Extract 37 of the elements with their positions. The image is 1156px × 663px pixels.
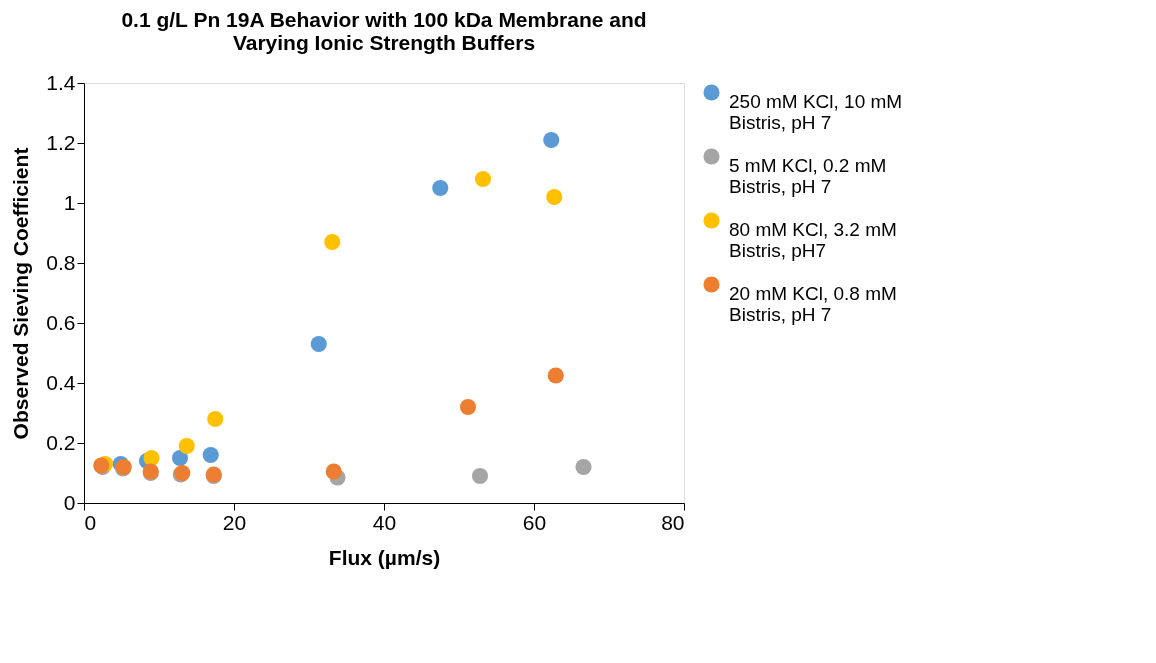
point [543, 131, 560, 149]
y-tick-label: 1.2 [46, 130, 76, 154]
x-tick-label: 40 [372, 510, 397, 534]
point [171, 449, 189, 467]
y-tick-label: 0.6 [46, 310, 76, 334]
text: 0.1 g/L Pn 19A Behavior with 100 kDa Membrane and [121, 8, 647, 31]
x-axis-title: Flux (µm/s) [328, 545, 441, 569]
text: Varying Ionic Strength Buffers [232, 31, 536, 54]
legend-label: 20 mM KCl, 0.8 mM Bistris, pH 7 [729, 282, 897, 325]
point [459, 398, 477, 416]
x-tick-label: 80 [661, 510, 685, 534]
legend-label: 5 mM KCl, 0.2 mM Bistris, pH 7 [729, 154, 887, 197]
y-tick-label: 0 [63, 490, 76, 514]
point [310, 335, 327, 353]
point [546, 188, 563, 206]
point [547, 367, 564, 384]
point [143, 449, 160, 467]
y-tick-label: 1.4 [46, 70, 76, 94]
y-tick-label: 0.2 [46, 430, 76, 454]
y-tick-label: 0.8 [46, 250, 76, 274]
legend-label: 80 mM KCl, 3.2 mM Bistris, pH7 [729, 218, 897, 261]
x-tick-label: 20 [222, 510, 247, 534]
x-tick-label: 0 [84, 510, 97, 534]
point [178, 437, 195, 455]
point [575, 458, 592, 476]
x-tick-label: 60 [522, 510, 547, 534]
point [202, 446, 219, 464]
point [324, 233, 341, 251]
y-tick-label: 0.4 [46, 370, 76, 394]
point [471, 467, 489, 485]
y-tick-label: 1 [63, 190, 76, 214]
point [432, 179, 449, 197]
y-axis-title: Observed Sieving Coefficient [9, 147, 33, 440]
point [474, 170, 492, 188]
point [325, 463, 342, 480]
point [207, 410, 224, 428]
legend-label: 250 mM KCl, 10 mM Bistris, pH 7 [729, 90, 903, 133]
